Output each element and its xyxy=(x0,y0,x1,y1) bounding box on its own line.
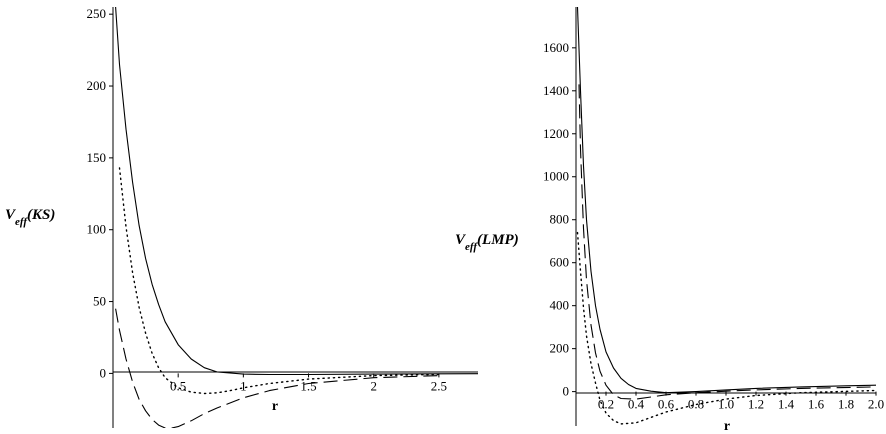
ylabel-left: Veff(KS) xyxy=(5,207,55,228)
right-x-tick-label: 1.0 xyxy=(718,397,734,412)
left-series-dotted xyxy=(118,167,440,395)
right-series-dashed xyxy=(578,84,876,400)
right-y-tick-label: 800 xyxy=(550,212,570,227)
right-y-tick-label: 1200 xyxy=(543,126,569,141)
left-y-tick-label: 150 xyxy=(87,150,107,165)
right-y-tick-label: 1000 xyxy=(543,169,569,184)
right-x-tick-label: 1.8 xyxy=(838,397,854,412)
left-x-tick-label: 2 xyxy=(370,378,377,393)
ylabel-right: Veff(LMP) xyxy=(455,232,519,253)
right-x-tick-label: 1.6 xyxy=(808,397,825,412)
right-x-tick-label: 0.6 xyxy=(658,397,675,412)
chart-right: Veff(LMP) 0.2 0.4 0.6 0.8 1.0 1.2 1.4 1.6 1.8 2.0… xyxy=(455,7,884,434)
left-x-tick-label: 1 xyxy=(240,378,247,393)
right-x-tick-label: 0.4 xyxy=(628,397,645,412)
series-right xyxy=(576,7,876,425)
left-y-tick-label: 200 xyxy=(87,78,107,93)
ticks-right: 0.2 0.4 0.6 0.8 1.0 1.2 1.4 1.6 1.8 2.00200400600… xyxy=(543,40,884,412)
left-y-tick-label: 100 xyxy=(87,222,107,237)
chart-left: Veff(KS) 0.5 1 1.5 2 2.5 0 50 100 150 200 250 r xyxy=(5,6,478,428)
left-series-dashed xyxy=(115,308,439,428)
left-y-tick-label: 250 xyxy=(87,6,107,21)
left-y-tick-label: 0 xyxy=(100,365,107,380)
left-series-solid xyxy=(115,7,478,376)
right-y-tick-label: 600 xyxy=(550,255,570,270)
series-left xyxy=(115,7,478,428)
left-x-tick-label: 1.5 xyxy=(300,378,316,393)
right-y-tick-label: 0 xyxy=(563,384,570,399)
left-x-tick-label: 2.5 xyxy=(431,378,447,393)
right-x-tick-label: 2.0 xyxy=(868,397,884,412)
right-y-tick-label: 1400 xyxy=(543,83,569,98)
right-series-solid xyxy=(576,7,876,394)
xlabel-right: r xyxy=(724,419,730,434)
ticks-left: 0.5 1 1.5 2 2.5 0 50 100 150 200 250 xyxy=(87,6,448,393)
left-x-tick-label: 0.5 xyxy=(170,378,186,393)
right-y-tick-label: 1600 xyxy=(543,40,569,55)
right-series-dotted xyxy=(576,231,876,425)
right-y-tick-label: 400 xyxy=(550,298,570,313)
right-y-tick-label: 200 xyxy=(550,341,570,356)
right-x-tick-label: 0.2 xyxy=(598,397,614,412)
xlabel-left: r xyxy=(272,399,278,414)
right-x-tick-label: 1.4 xyxy=(778,397,795,412)
right-x-tick-label: 1.2 xyxy=(748,397,764,412)
left-y-tick-label: 50 xyxy=(93,294,106,309)
